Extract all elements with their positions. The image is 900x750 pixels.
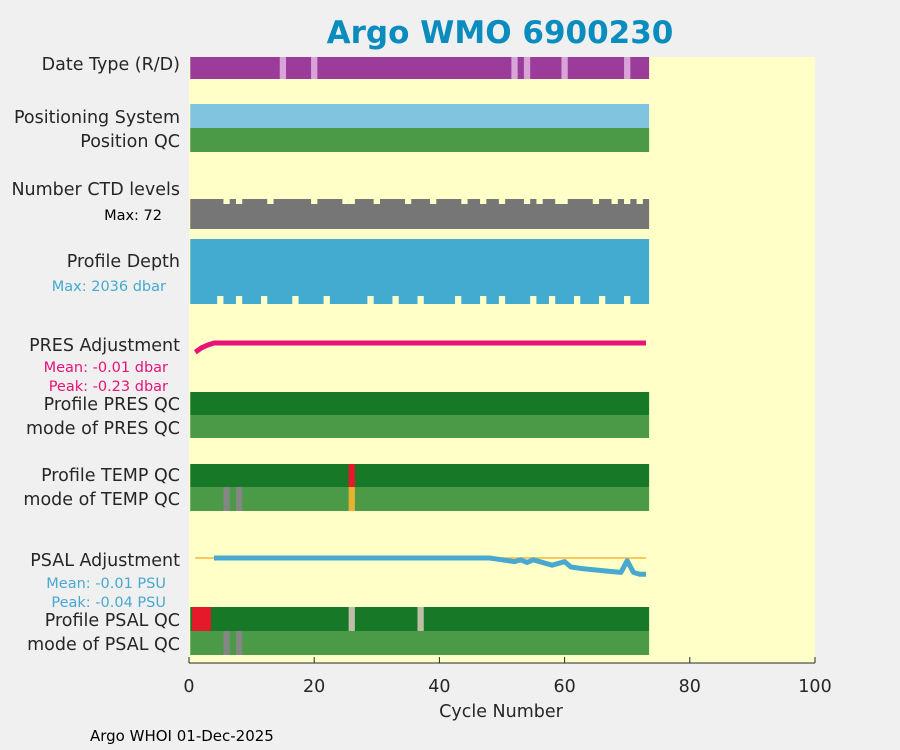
ctd-levels-low-cycle-56 [536, 199, 543, 204]
x-tick-label-20: 20 [303, 677, 325, 697]
profile-depth-high-cycle-26 [348, 290, 355, 296]
label-mode-pres-qc: mode of PRES QC [26, 419, 180, 439]
profile-psal-qc-bad-cycle-2 [198, 607, 205, 631]
profile-depth-low-cycle-12 [260, 296, 268, 304]
label-date-type: Date Type (R/D) [42, 55, 180, 75]
mode-temp-qc-bar [190, 487, 650, 511]
mode-pres-qc-bar [190, 415, 650, 438]
label-pres-adjustment: PRES Adjustment [29, 336, 180, 356]
ctd-levels-low-cycle-50 [498, 199, 506, 204]
ctd-levels-low-cycle-8 [235, 199, 243, 204]
profile-depth-bar [190, 239, 650, 304]
profile-depth-low-cycle-17 [292, 296, 299, 304]
mode-psal-qc-gray-cycle-6 [223, 631, 230, 655]
label-psal-peak: Peak: -0.04 PSU [51, 595, 166, 611]
profile-psal-qc-bad-cycle-3 [204, 607, 211, 631]
ctd-levels-low-cycle-60 [561, 199, 568, 204]
label-depth-max: Max: 2036 dbar [52, 279, 166, 295]
date-type-gap-cycle-15 [279, 57, 287, 79]
profile-depth-low-cycle-22 [323, 296, 330, 304]
ctd-levels-bar [190, 199, 650, 229]
ctd-levels-low-cycle-6 [223, 199, 230, 204]
profile-temp-qc-bar [190, 464, 650, 487]
profile-depth-low-cycle-66 [599, 296, 606, 304]
x-axis-ticks: 0 20 40 60 80 100 [183, 657, 832, 697]
label-profile-psal-qc: Profile PSAL QC [45, 611, 180, 631]
positioning-system-bar [190, 104, 650, 128]
profile-depth-low-cycle-37 [417, 296, 424, 304]
label-ctd-max: Max: 72 [104, 208, 162, 224]
label-pres-peak: Peak: -0.23 dbar [49, 379, 168, 395]
profile-depth-low-cycle-55 [530, 296, 537, 304]
label-psal-adjustment: PSAL Adjustment [30, 551, 180, 571]
ctd-levels-low-cycle-35 [404, 199, 412, 204]
profile-depth-low-cycle-8 [235, 296, 243, 304]
date-type-gap-cycle-60 [561, 57, 568, 79]
x-tick-label-40: 40 [428, 677, 450, 697]
ctd-levels-low-cycle-59 [555, 199, 562, 204]
ctd-levels-low-cycle-39 [430, 199, 437, 204]
label-pres-mean: Mean: -0.01 dbar [44, 360, 168, 376]
profile-psal-qc-bad-cycle-1 [192, 607, 199, 631]
label-position-qc: Position QC [80, 132, 180, 152]
date-type-bar [190, 57, 650, 79]
footer-credit: Argo WHOI 01-Dec-2025 [90, 727, 274, 745]
label-profile-depth: Profile Depth [67, 252, 180, 272]
chart-title: Argo WMO 6900230 [327, 15, 674, 51]
ctd-levels-low-cycle-25 [342, 199, 349, 204]
ctd-levels-low-cycle-47 [480, 199, 487, 204]
ctd-levels-low-cycle-70 [624, 199, 631, 204]
ctd-levels-low-cycle-68 [611, 199, 618, 204]
profile-depth-low-cycle-43 [455, 296, 462, 304]
chart-marks [190, 57, 650, 655]
profile-depth-low-cycle-5 [217, 296, 224, 304]
mode-temp-qc-probably-bad-cycle-26 [348, 487, 355, 511]
profile-depth-low-cycle-70 [624, 296, 631, 304]
psal-adjustment-line [214, 555, 646, 577]
x-tick-label-0: 0 [183, 677, 194, 697]
date-type-gap-cycle-52 [511, 57, 518, 79]
date-type-gap-cycle-54 [523, 57, 531, 79]
profile-temp-qc-bad-cycle-26 [348, 464, 355, 487]
profile-pres-qc-bar [190, 392, 650, 415]
profile-depth-low-cycle-62 [573, 296, 581, 304]
profile-depth-high-cycle-39 [430, 290, 437, 296]
position-qc-bar [190, 128, 650, 152]
mode-psal-qc-gray-cycle-8 [235, 631, 243, 655]
profile-depth-low-cycle-47 [480, 296, 487, 304]
ctd-levels-low-cycle-26 [348, 199, 355, 204]
profile-psal-qc-gap-cycle-26 [348, 607, 355, 631]
profile-depth-low-cycle-58 [548, 296, 556, 304]
ctd-levels-low-cycle-44 [461, 199, 468, 204]
profile-psal-qc-gap-cycle-37 [417, 607, 424, 631]
x-tick-label-80: 80 [679, 677, 701, 697]
profile-depth-low-cycle-50 [498, 296, 506, 304]
ctd-levels-low-cycle-54 [523, 199, 531, 204]
profile-depth-low-cycle-29 [367, 296, 374, 304]
pres-adjustment-line [193, 340, 646, 355]
ctd-levels-low-cycle-13 [267, 199, 274, 204]
ctd-levels-low-cycle-65 [592, 199, 600, 204]
date-type-gap-cycle-70 [624, 57, 631, 79]
ctd-levels-low-cycle-72 [636, 199, 643, 204]
label-profile-temp-qc: Profile TEMP QC [41, 466, 180, 486]
label-ctd-levels: Number CTD levels [11, 180, 180, 200]
ctd-levels-low-cycle-20 [311, 199, 318, 204]
date-type-gap-cycle-20 [311, 57, 318, 79]
mode-psal-qc-bar [190, 631, 650, 655]
profile-depth-low-cycle-33 [392, 296, 399, 304]
ctd-levels-low-cycle-30 [373, 199, 380, 204]
x-tick-label-60: 60 [553, 677, 575, 697]
mode-temp-qc-gray-cycle-6 [223, 487, 230, 511]
x-axis-label: Cycle Number [439, 702, 563, 722]
x-tick-label-100: 100 [798, 677, 831, 697]
label-mode-psal-qc: mode of PSAL QC [27, 635, 180, 655]
mode-temp-qc-gray-cycle-8 [235, 487, 243, 511]
label-mode-temp-qc: mode of TEMP QC [23, 490, 180, 510]
label-psal-mean: Mean: -0.01 PSU [46, 576, 166, 592]
label-positioning-system: Positioning System [14, 108, 180, 128]
label-profile-pres-qc: Profile PRES QC [44, 395, 180, 415]
